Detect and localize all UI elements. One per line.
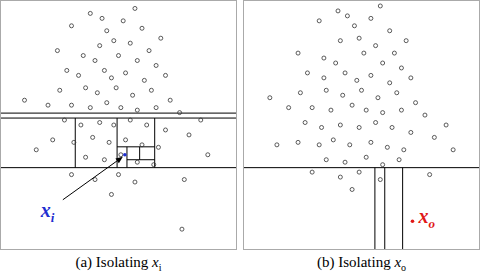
svg-text:xo: xo [417,205,435,231]
html-text:(b) Isolating xo: (b) Isolating xo [316,254,407,273]
svg-text:xi: xi [40,199,55,225]
html-text:(a) Isolating xi: (a) Isolating xi [75,254,162,273]
